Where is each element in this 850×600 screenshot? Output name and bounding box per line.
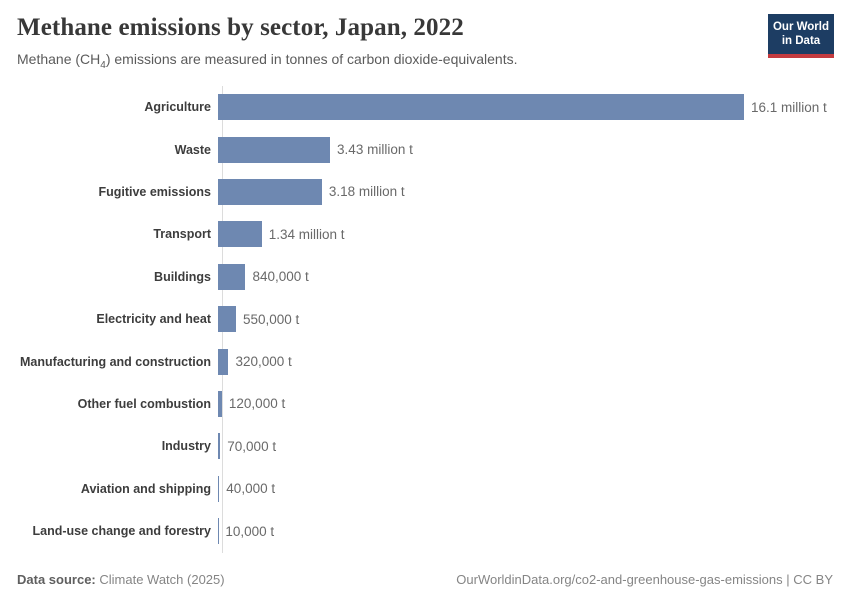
- value-label: 70,000 t: [227, 438, 277, 454]
- category-label: Fugitive emissions: [98, 184, 211, 199]
- category-label: Other fuel combustion: [77, 396, 211, 411]
- bar-track: 120,000 t: [218, 390, 850, 417]
- footer-attribution: OurWorldinData.org/co2-and-greenhouse-ga…: [456, 572, 833, 587]
- bar-track: 3.43 million t: [218, 136, 850, 163]
- chart-footer: Data source: Climate Watch (2025) OurWor…: [17, 572, 833, 587]
- bar[interactable]: [218, 433, 221, 460]
- data-source-label: Data source:: [17, 572, 96, 587]
- bar[interactable]: [218, 94, 744, 121]
- category-label: Buildings: [154, 269, 211, 284]
- chart-header: Methane emissions by sector, Japan, 2022…: [0, 0, 850, 72]
- subtitle-pre: Methane (CH: [17, 51, 101, 67]
- chart-bar-row: Agriculture 16.1 million t: [0, 86, 850, 128]
- bar[interactable]: [218, 306, 236, 333]
- data-source: Data source: Climate Watch (2025): [17, 572, 225, 587]
- category-label: Manufacturing and construction: [20, 354, 211, 369]
- subtitle-subscript: 4: [100, 59, 106, 71]
- bar-track: 1.34 million t: [218, 221, 850, 248]
- data-source-value: Climate Watch (2025): [95, 572, 225, 587]
- chart-bar-row: Fugitive emissions 3.18 million t: [0, 171, 850, 213]
- chart-bar-row: Waste 3.43 million t: [0, 128, 850, 170]
- chart-bar-row: Electricity and heat 550,000 t: [0, 298, 850, 340]
- value-label: 550,000 t: [242, 311, 300, 327]
- value-label: 16.1 million t: [751, 99, 827, 115]
- bar[interactable]: [218, 348, 229, 375]
- bar[interactable]: [218, 475, 220, 502]
- owid-logo[interactable]: Our World in Data: [768, 14, 834, 58]
- category-label: Industry: [161, 439, 211, 454]
- value-label: 320,000 t: [235, 354, 292, 370]
- category-label: Transport: [153, 227, 211, 242]
- chart-subtitle: Methane (CH4) emissions are measured in …: [17, 50, 518, 72]
- bar-track: 320,000 t: [218, 348, 850, 375]
- category-label: Land-use change and forestry: [32, 524, 211, 539]
- bar-track: 70,000 t: [218, 433, 850, 460]
- value-label: 120,000 t: [228, 396, 286, 412]
- chart-bar-row: Transport 1.34 million t: [0, 213, 850, 255]
- chart-bar-row: Buildings 840,000 t: [0, 256, 850, 298]
- bar-track: 840,000 t: [218, 263, 850, 290]
- bar-track: 550,000 t: [218, 306, 850, 333]
- owid-url-link[interactable]: OurWorldinData.org/co2-and-greenhouse-ga…: [456, 572, 783, 587]
- chart-bar-row: Aviation and shipping 40,000 t: [0, 468, 850, 510]
- value-label: 10,000 t: [225, 523, 275, 539]
- value-label: 3.43 million t: [337, 142, 413, 158]
- bar[interactable]: [218, 221, 262, 248]
- bar-track: 10,000 t: [218, 518, 850, 545]
- chart-bar-row: Land-use change and forestry 10,000 t: [0, 510, 850, 552]
- bar-track: 3.18 million t: [218, 178, 850, 205]
- value-label: 840,000 t: [252, 269, 309, 285]
- bar[interactable]: [218, 263, 246, 290]
- value-label: 1.34 million t: [268, 226, 345, 242]
- value-label: 3.18 million t: [328, 184, 405, 200]
- logo-line-1: Our World: [772, 21, 829, 33]
- bar-track: 40,000 t: [218, 475, 850, 502]
- logo-line-2: in Data: [781, 35, 821, 48]
- chart-bar-row: Manufacturing and construction 320,000 t: [0, 340, 850, 382]
- category-label: Electricity and heat: [96, 312, 211, 327]
- bar-chart: Agriculture 16.1 million t Waste 3.43 mi…: [0, 86, 850, 553]
- value-label: 40,000 t: [226, 481, 276, 497]
- license-label: | CC BY: [782, 572, 833, 587]
- bar[interactable]: [218, 136, 331, 163]
- chart-bar-row: Other fuel combustion 120,000 t: [0, 383, 850, 425]
- bar-track: 16.1 million t: [218, 94, 850, 121]
- chart-bar-row: Industry 70,000 t: [0, 425, 850, 467]
- chart-title: Methane emissions by sector, Japan, 2022: [17, 14, 464, 41]
- subtitle-post: ) emissions are measured in tonnes of ca…: [105, 51, 518, 67]
- header-text-block: Methane emissions by sector, Japan, 2022…: [17, 13, 518, 72]
- category-label: Agriculture: [144, 100, 211, 115]
- bar[interactable]: [218, 390, 222, 417]
- category-label: Waste: [174, 142, 211, 157]
- bar[interactable]: [218, 178, 322, 205]
- category-label: Aviation and shipping: [80, 481, 211, 496]
